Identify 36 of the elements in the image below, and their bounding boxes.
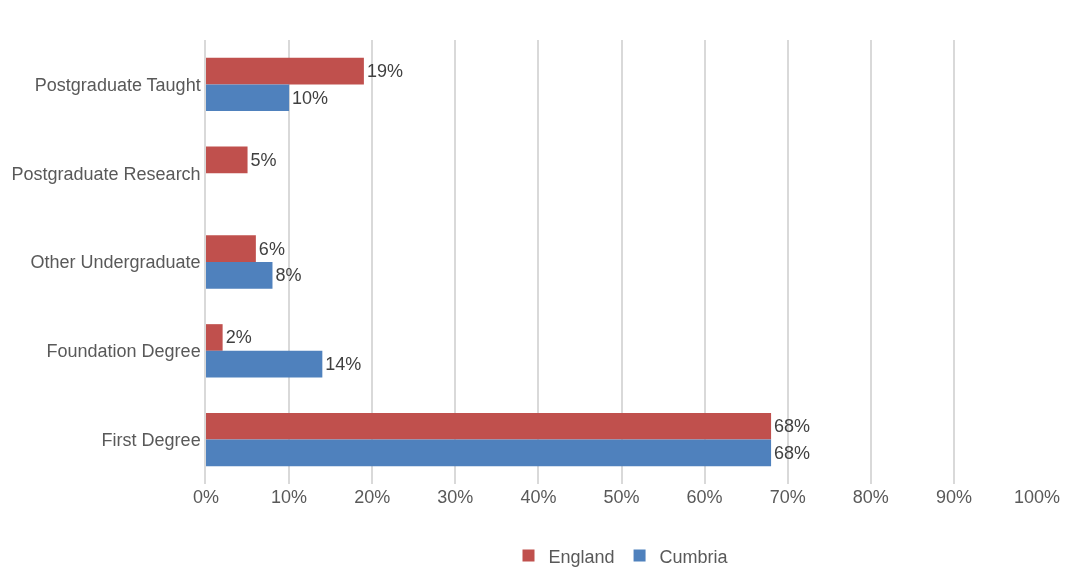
x-tick-label: 90% [935,487,972,507]
data-label: 14% [325,354,362,375]
x-tick-label: 50% [603,487,640,507]
data-label: 6% [258,238,285,259]
x-tick-label: 10% [271,487,308,507]
data-label: 68% [774,442,811,463]
bar [206,412,772,440]
y-tick-label: Other Undergraduate [30,252,201,273]
data-label: 10% [292,87,329,108]
y-tick-label: First Degree [101,429,201,450]
x-tick-label: 60% [686,487,723,507]
y-tick-label: Postgraduate Taught [34,74,201,95]
data-label: 5% [250,149,277,170]
bar [206,235,256,262]
data-label: 8% [275,265,302,286]
x-tick-label: 70% [769,487,806,507]
bar [206,350,323,378]
x-tick-label: 100% [1013,487,1061,507]
x-tick-label: 80% [852,487,889,507]
y-tick-label: Postgraduate Research [11,163,201,184]
bar [206,146,248,174]
bar [206,262,273,289]
data-label: 2% [225,327,252,348]
x-tick-label: 20% [354,487,391,507]
data-label: 19% [366,61,403,82]
bar [206,84,290,112]
bar [206,324,223,351]
legend-label: England [548,546,615,567]
legend-label: Cumbria [659,546,729,567]
bar [206,439,772,467]
bar [206,57,364,85]
x-tick-label: 40% [520,487,557,507]
x-tick-label: 30% [437,487,474,507]
x-tick-label: 0% [192,487,220,507]
data-label: 68% [774,416,811,437]
y-tick-label: Foundation Degree [46,341,201,362]
